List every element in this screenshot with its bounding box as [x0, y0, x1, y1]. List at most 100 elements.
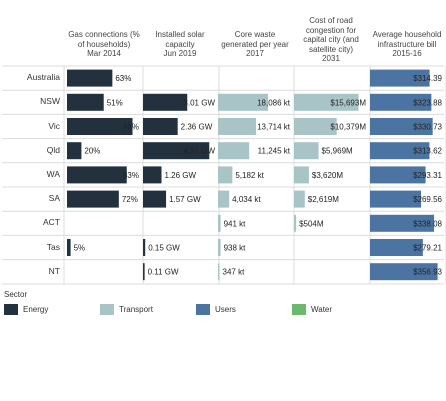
bar-bill: [370, 214, 435, 232]
data-label-congestion: $15,693M: [330, 98, 366, 107]
row-label: Vic: [48, 120, 60, 131]
data-label-gas: 51%: [107, 98, 123, 107]
data-label-waste: 938 kt: [224, 244, 247, 253]
legend-label: Water: [311, 305, 333, 314]
bar-solar: [143, 239, 146, 256]
legend-item: Transport: [100, 304, 153, 315]
data-label-bill: $330.73: [413, 123, 442, 132]
bar-gas: [67, 166, 127, 184]
data-label-bill: $293.31: [413, 171, 442, 180]
data-label-gas: 63%: [115, 74, 131, 83]
data-label-gas: 20%: [84, 147, 100, 156]
column-title: Average household infrastructure bill: [372, 30, 442, 49]
bar-bill: [370, 118, 433, 135]
data-label-waste: 13,714 kt: [257, 123, 291, 132]
data-label-bill: $269.56: [413, 195, 442, 204]
bar-waste: [218, 118, 256, 135]
column-period: 2017: [246, 49, 264, 58]
column-title: Gas connections (% of households): [68, 30, 140, 49]
legend-title: Sector: [4, 290, 28, 299]
row-label: SA: [48, 193, 60, 204]
legend-swatch: [100, 304, 114, 315]
data-label-solar: 4.51 GW: [183, 147, 215, 156]
row-label: ACT: [43, 217, 60, 228]
column-period: 2015-16: [392, 49, 422, 58]
column-title: Installed solar capacity: [155, 30, 205, 49]
legend-swatch: [196, 304, 210, 315]
data-label-congestion: $2,619M: [308, 195, 339, 204]
data-label-solar: 0.15 GW: [148, 244, 180, 253]
row-label: NT: [48, 265, 60, 276]
bar-bill: [370, 69, 430, 87]
data-label-bill: $314.39: [413, 74, 442, 83]
bar-waste: [218, 142, 250, 160]
data-label-bill: $338.08: [413, 219, 442, 228]
column-header-gas: Gas connections (% of households) Mar 201…: [67, 30, 141, 59]
bar-gas: [67, 93, 104, 111]
legend-item: Water: [292, 304, 332, 315]
bar-gas: [67, 118, 133, 135]
bar-waste: [218, 239, 221, 256]
bar-bill: [370, 263, 438, 281]
data-label-solar: 3.01 GW: [183, 98, 215, 107]
data-label-bill: $323.88: [413, 98, 442, 107]
bar-congestion: [294, 166, 309, 184]
bar-waste: [218, 190, 230, 208]
bar-solar: [143, 142, 210, 160]
data-label-gas: 72%: [122, 195, 138, 204]
column-header-solar: Installed solar capacity Jun 2019: [143, 30, 217, 59]
data-label-waste: 941 kt: [224, 219, 247, 228]
data-label-solar: 0.11 GW: [148, 268, 179, 277]
row-label: Tas: [46, 241, 60, 252]
bar-gas: [67, 239, 71, 256]
bar-congestion: [294, 190, 305, 208]
data-label-waste: 347 kt: [223, 268, 246, 277]
bar-solar: [143, 93, 188, 111]
data-label-waste: 4,034 kt: [232, 195, 261, 204]
legend-swatch: [292, 304, 306, 315]
data-label-congestion: $3,620M: [312, 171, 343, 180]
column-title: Cost of road congestion for capital city…: [303, 16, 359, 54]
bar-waste: [218, 263, 220, 281]
bar-congestion: [294, 118, 337, 135]
chart-plot: 63% 51% 91% 20% 83% 72% 5% 3.01 GW 2.36 GW 4.51 G…: [2, 65, 446, 285]
bar-bill: [370, 166, 426, 184]
data-label-solar: 1.26 GW: [165, 171, 197, 180]
row-label: Australia: [26, 72, 60, 83]
legend-item: Energy: [4, 304, 48, 315]
row-label: Qld: [46, 144, 60, 155]
bar-bill: [370, 190, 422, 208]
bar-congestion: [294, 142, 319, 160]
bar-waste: [218, 214, 221, 232]
bar-solar: [143, 166, 162, 184]
column-header-waste: Core waste generated per year 2017: [218, 30, 292, 59]
bar-solar: [143, 263, 145, 281]
bar-gas: [67, 69, 113, 87]
data-label-congestion: $5,969M: [322, 147, 353, 156]
column-header-bill: Average household infrastructure bill 201…: [370, 30, 444, 59]
bar-bill: [370, 142, 430, 160]
data-label-gas: 91%: [123, 123, 139, 132]
data-label-bill: $279.21: [413, 244, 442, 253]
column-period: 2031: [322, 54, 340, 63]
legend-item: Users: [196, 304, 236, 315]
data-label-congestion: $10,379M: [330, 123, 366, 132]
bar-solar: [143, 190, 167, 208]
data-label-waste: 5,182 kt: [235, 171, 264, 180]
data-label-waste: 18,086 kt: [257, 98, 291, 107]
column-period: Mar 2014: [87, 49, 121, 58]
bar-congestion: [294, 214, 297, 232]
data-label-gas: 5%: [74, 244, 86, 253]
bar-congestion: [294, 93, 359, 111]
data-label-solar: 2.36 GW: [181, 123, 213, 132]
bar-gas: [67, 142, 82, 160]
data-label-waste: 11,245 kt: [258, 147, 291, 156]
bar-waste: [218, 93, 269, 111]
bar-solar: [143, 118, 178, 135]
row-label: NSW: [40, 96, 60, 107]
data-label-gas: 83%: [123, 171, 139, 180]
legend-label: Energy: [23, 305, 49, 314]
column-period: Jun 2019: [163, 49, 197, 58]
column-title: Core waste generated per year: [221, 30, 289, 49]
